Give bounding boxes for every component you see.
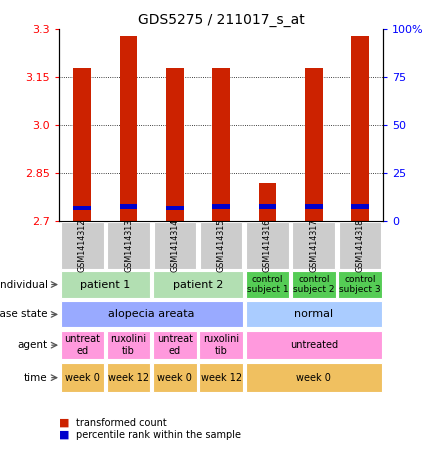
Text: agent: agent (18, 340, 48, 350)
Bar (259, 183, 276, 221)
Bar (153, 331, 197, 360)
Text: control
subject 3: control subject 3 (339, 275, 381, 294)
Bar (60, 271, 150, 298)
Text: GSM1414318: GSM1414318 (356, 218, 364, 272)
Title: GDS5275 / 211017_s_at: GDS5275 / 211017_s_at (138, 13, 304, 27)
Bar (292, 271, 336, 298)
Text: untreat
ed: untreat ed (64, 334, 100, 356)
Bar (120, 204, 138, 209)
Text: GSM1414315: GSM1414315 (217, 218, 226, 272)
Bar (200, 222, 243, 269)
Bar (212, 204, 230, 209)
Bar (246, 301, 382, 328)
Text: GSM1414316: GSM1414316 (263, 218, 272, 272)
Text: week 0: week 0 (157, 373, 192, 383)
Text: GSM1414312: GSM1414312 (78, 218, 87, 272)
Bar (339, 222, 381, 269)
Bar (120, 36, 138, 221)
Bar (199, 331, 243, 360)
Text: patient 1: patient 1 (80, 280, 131, 289)
Bar (74, 68, 91, 221)
Text: week 12: week 12 (201, 373, 242, 383)
Bar (60, 363, 104, 392)
Text: control
subject 1: control subject 1 (247, 275, 288, 294)
Bar (199, 363, 243, 392)
Text: normal: normal (294, 309, 333, 319)
Bar (153, 363, 197, 392)
Text: untreat
ed: untreat ed (157, 334, 193, 356)
Bar (107, 331, 150, 360)
Bar (166, 68, 184, 221)
Bar (154, 222, 196, 269)
Bar (60, 331, 104, 360)
Text: disease state: disease state (0, 309, 48, 319)
Bar (305, 68, 323, 221)
Bar (153, 271, 243, 298)
Bar (107, 222, 150, 269)
Bar (166, 206, 184, 210)
Bar (293, 222, 335, 269)
Bar (74, 206, 91, 210)
Bar (259, 204, 276, 209)
Text: alopecia areata: alopecia areata (109, 309, 195, 319)
Bar (351, 204, 369, 209)
Text: individual: individual (0, 280, 48, 289)
Text: GSM1414317: GSM1414317 (309, 218, 318, 272)
Bar (246, 363, 382, 392)
Text: ■: ■ (59, 418, 70, 428)
Bar (305, 204, 323, 209)
Text: week 12: week 12 (108, 373, 149, 383)
Text: week 0: week 0 (65, 373, 100, 383)
Text: percentile rank within the sample: percentile rank within the sample (76, 430, 241, 440)
Bar (246, 271, 289, 298)
Bar (338, 271, 382, 298)
Bar (351, 36, 369, 221)
Text: ruxolini
tib: ruxolini tib (110, 334, 147, 356)
Text: patient 2: patient 2 (173, 280, 223, 289)
Bar (61, 222, 103, 269)
Text: ruxolini
tib: ruxolini tib (203, 334, 239, 356)
Bar (246, 222, 289, 269)
Bar (60, 301, 243, 328)
Text: ■: ■ (59, 430, 70, 440)
Text: control
subject 2: control subject 2 (293, 275, 335, 294)
Text: untreated: untreated (290, 340, 338, 350)
Bar (107, 363, 150, 392)
Text: transformed count: transformed count (76, 418, 166, 428)
Text: GSM1414314: GSM1414314 (170, 218, 180, 272)
Text: GSM1414313: GSM1414313 (124, 218, 133, 272)
Text: time: time (24, 373, 48, 383)
Bar (212, 68, 230, 221)
Text: week 0: week 0 (297, 373, 331, 383)
Bar (246, 331, 382, 360)
